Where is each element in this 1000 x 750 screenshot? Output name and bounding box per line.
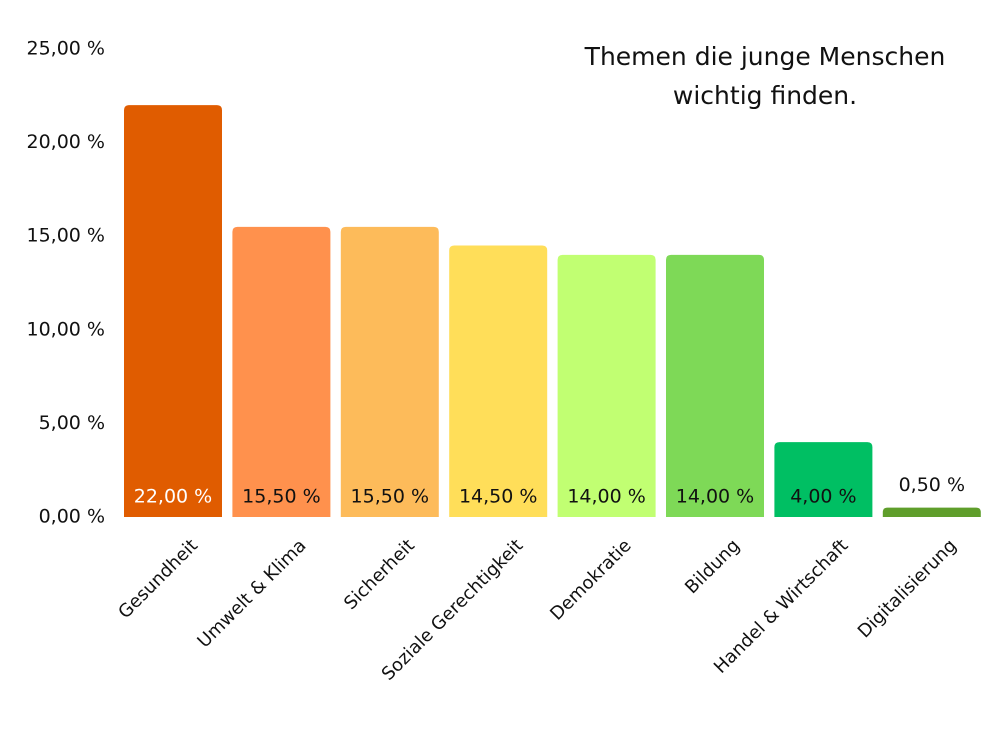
x-tick-label: Bildung — [681, 535, 744, 598]
bar — [449, 245, 548, 517]
y-tick-label: 0,00 % — [39, 506, 105, 528]
x-tick-label: Digitalisierung — [854, 535, 961, 642]
y-tick-label: 15,00 % — [27, 225, 106, 247]
bar — [557, 254, 656, 518]
bar — [774, 442, 873, 517]
value-label: 14,50 % — [459, 486, 538, 508]
bar — [232, 226, 331, 517]
x-tick-label: Umwelt & Klima — [194, 535, 311, 652]
value-label: 22,00 % — [134, 486, 213, 508]
value-label: 0,50 % — [899, 474, 965, 496]
x-tick-label: Demokratie — [546, 535, 635, 624]
value-label: 15,50 % — [351, 486, 430, 508]
bar — [666, 254, 764, 518]
value-label: 14,00 % — [567, 486, 646, 508]
x-tick-label: Sicherheit — [340, 535, 419, 614]
y-tick-label: 20,00 % — [27, 131, 106, 153]
y-tick-label: 5,00 % — [39, 412, 105, 434]
chart-title: Themen die junge Menschen wichtig finden… — [584, 42, 946, 110]
value-label: 14,00 % — [676, 486, 755, 508]
value-label: 4,00 % — [790, 486, 856, 508]
y-tick-label: 25,00 % — [27, 38, 106, 60]
x-tick-label: Gesundheit — [114, 535, 202, 623]
value-label: 15,50 % — [242, 486, 321, 508]
bar — [340, 226, 439, 517]
bar — [882, 507, 981, 517]
bar — [124, 105, 222, 517]
y-tick-label: 10,00 % — [27, 318, 106, 340]
